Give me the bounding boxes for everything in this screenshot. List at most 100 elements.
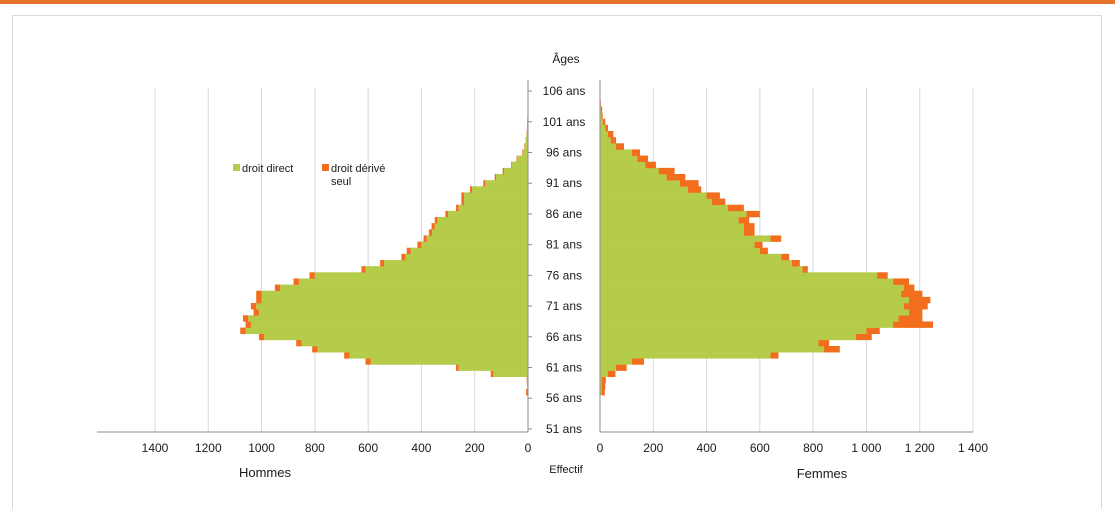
bar-hommes-droit-derive — [365, 358, 371, 365]
bar-hommes-droit-derive — [296, 339, 302, 347]
bar-hommes-droit-derive — [502, 167, 505, 175]
bar-femmes-droit-derive — [903, 284, 915, 292]
bar-femmes-droit-direct — [600, 174, 667, 181]
bar-hommes-droit-direct — [245, 327, 529, 335]
bar-femmes-droit-direct — [600, 235, 771, 242]
bar-hommes-droit-derive — [526, 376, 528, 384]
bar-hommes-droit-derive — [516, 155, 518, 163]
bar-hommes-droit-direct — [525, 137, 528, 144]
bar-hommes-droit-direct — [314, 272, 528, 279]
bar-hommes-droit-direct — [421, 241, 528, 249]
bar-femmes-droit-derive — [866, 327, 880, 335]
bar-hommes-droit-direct — [317, 346, 528, 353]
bar-femmes-droit-direct — [600, 112, 602, 120]
bar-femmes-droit-derive — [823, 346, 840, 353]
bar-femmes-droit-direct — [600, 137, 611, 144]
bar-femmes-droit-direct — [600, 290, 902, 298]
x-tick-label-left: 800 — [305, 441, 325, 455]
bar-hommes-droit-direct — [504, 167, 528, 175]
bar-hommes-droit-direct — [522, 149, 528, 156]
bar-femmes-droit-derive — [601, 389, 605, 396]
hommes-bars — [240, 112, 529, 396]
bar-femmes-droit-direct — [600, 346, 824, 353]
bar-femmes-droit-direct — [600, 210, 747, 218]
bar-femmes-droit-direct — [600, 309, 910, 316]
legend-label-droit-direct: droit direct — [242, 163, 293, 175]
age-tick-label: 76 ans — [546, 268, 582, 282]
bar-femmes-droit-derive — [791, 260, 800, 267]
bar-femmes-droit-direct — [600, 253, 782, 261]
bar-hommes-droit-direct — [493, 370, 528, 378]
bar-femmes-droit-derive — [601, 376, 606, 384]
bar-hommes-droit-derive — [456, 204, 459, 212]
top-accent-bar — [0, 0, 1115, 4]
bar-femmes-droit-derive — [877, 272, 888, 279]
bar-hommes-droit-derive — [456, 364, 459, 371]
age-tick-label: 101 ans — [543, 115, 586, 129]
bar-hommes-droit-direct — [426, 235, 528, 242]
bar-femmes-droit-derive — [645, 161, 656, 169]
bar-hommes-droit-direct — [472, 186, 528, 193]
bar-femmes-droit-direct — [600, 161, 646, 169]
bar-femmes-droit-direct — [600, 266, 803, 273]
legend: droit direct droit dérivé seul — [233, 163, 385, 188]
age-tick-label: 96 ans — [546, 146, 582, 160]
bar-femmes-droit-derive — [901, 290, 923, 298]
bar-femmes-droit-direct — [600, 303, 904, 310]
bar-femmes-droit-direct — [600, 180, 680, 187]
bar-femmes-droit-direct — [600, 376, 602, 384]
bar-femmes-droit-direct — [600, 131, 608, 138]
x-tick-label-right: 200 — [643, 441, 663, 455]
bar-femmes-droit-direct — [600, 223, 744, 230]
bar-hommes-droit-direct — [384, 260, 528, 267]
bar-femmes-droit-derive — [727, 204, 744, 212]
bar-femmes-droit-derive — [909, 309, 923, 316]
bar-hommes-droit-derive — [406, 247, 411, 255]
bar-hommes-droit-derive — [461, 198, 465, 206]
bar-femmes-droit-derive — [615, 364, 627, 371]
bar-hommes-droit-direct — [250, 321, 528, 328]
bar-hommes-droit-derive — [401, 253, 406, 261]
age-tick-label: 61 ans — [546, 361, 582, 375]
bar-femmes-droit-derive — [679, 180, 699, 187]
x-tick-label-right: 0 — [597, 441, 604, 455]
bar-femmes-droit-direct — [600, 155, 638, 163]
x-tick-label-left: 1200 — [195, 441, 222, 455]
bar-hommes-droit-derive — [511, 161, 513, 169]
bar-hommes-droit-direct — [432, 229, 528, 236]
bar-femmes-droit-direct — [600, 333, 856, 341]
bar-femmes-droit-direct — [600, 124, 606, 132]
x-tick-label-left: 600 — [358, 441, 378, 455]
age-tick-label: 66 ans — [546, 330, 582, 344]
age-tick-labels: 106 ans 101 ans 96 ans 91 ans 86 ane 81 ans 76… — [528, 84, 585, 436]
bar-hommes-droit-derive — [250, 303, 257, 310]
bar-hommes-droit-derive — [445, 210, 449, 218]
age-tick-label: 81 ans — [546, 238, 582, 252]
bar-femmes-droit-derive — [818, 339, 830, 347]
bar-femmes-droit-derive — [909, 296, 931, 304]
chart-frame — [12, 15, 1102, 509]
x-tick-label-left: 400 — [411, 441, 431, 455]
bar-hommes-droit-derive — [380, 260, 385, 267]
bar-femmes-droit-derive — [743, 223, 755, 230]
bar-hommes-droit-derive — [242, 315, 249, 322]
x-tick-label-right: 1 400 — [958, 441, 988, 455]
bar-hommes-droit-derive — [344, 352, 350, 359]
bar-femmes-droit-derive — [610, 137, 616, 144]
bar-femmes-droit-derive — [770, 352, 779, 359]
bar-hommes-droit-direct — [301, 339, 528, 347]
bar-femmes-droit-derive — [754, 241, 763, 249]
bar-femmes-droit-derive — [602, 118, 606, 126]
bar-femmes-droit-derive — [605, 124, 608, 132]
x-tick-label-left: 0 — [525, 441, 532, 455]
bar-femmes-droit-direct — [600, 198, 712, 206]
bar-hommes-droit-direct — [524, 143, 528, 150]
x-tick-label-right: 400 — [697, 441, 717, 455]
bar-hommes-droit-derive — [434, 217, 438, 224]
bar-hommes-droit-derive — [240, 327, 246, 335]
bar-hommes-droit-direct — [261, 296, 528, 304]
bar-hommes-droit-direct — [298, 278, 528, 285]
gridlines — [154, 88, 974, 432]
bar-hommes-droit-derive — [461, 192, 465, 199]
bar-femmes-droit-derive — [666, 174, 686, 181]
